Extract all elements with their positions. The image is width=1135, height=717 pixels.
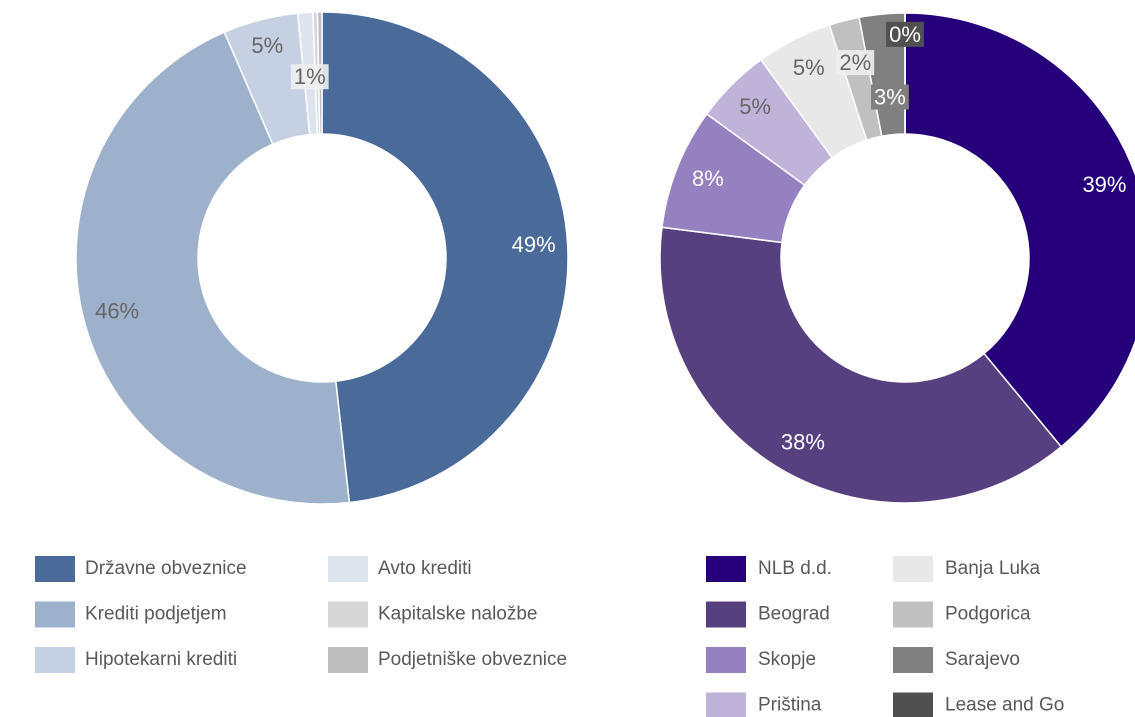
legend-swatch [893,556,933,582]
legend-label: Državne obveznice [85,558,247,579]
legend-label: Krediti podjetjem [85,604,227,625]
legend-swatch [328,601,368,628]
data-label: 5% [739,94,771,119]
legend-swatch [35,601,75,628]
data-label: 38% [781,430,825,455]
legend-swatch [706,601,746,628]
legend-label: Lease and Go [945,695,1064,716]
legend-label: Skopje [758,649,816,670]
legend-swatch [706,692,746,717]
data-label: 1% [294,64,326,89]
legend-swatch [328,556,368,582]
legend-swatch [893,692,933,717]
data-label: 5% [793,55,825,80]
legend-label: Beograd [758,604,830,625]
legend-swatch [35,647,75,673]
slice [904,12,1135,448]
legend-label: Sarajevo [945,649,1020,670]
label-box [886,21,924,47]
data-label: 49% [512,232,556,257]
legend-label: NLB d.d. [758,558,832,579]
label-box [290,64,329,90]
legend-label: Priština [758,695,822,716]
data-label: 3% [874,85,906,110]
data-label: 8% [692,166,724,191]
legend-label: Podgorica [945,604,1031,625]
slice [75,31,351,505]
legend-swatch [328,647,368,673]
legend-swatch [706,647,746,673]
slice [659,226,1063,504]
data-label: 39% [1082,172,1126,197]
legend-label: Hipotekarni krediti [85,649,237,670]
legend-swatch [706,556,746,582]
legend-label: Avto krediti [378,558,472,579]
data-label: 5% [251,33,283,58]
legend-label: Podjetniške obveznice [378,649,567,670]
legend-label: Kapitalske naložbe [378,604,538,625]
label-box [871,84,909,110]
data-label: 2% [839,50,871,75]
legend-swatch [893,647,933,673]
slice [321,11,569,504]
data-label: 0% [889,22,921,47]
label-box [836,50,875,76]
legend-swatch [893,601,933,628]
legend-swatch [35,556,75,582]
legend-label: Banja Luka [945,558,1041,579]
data-label: 46% [95,298,139,323]
